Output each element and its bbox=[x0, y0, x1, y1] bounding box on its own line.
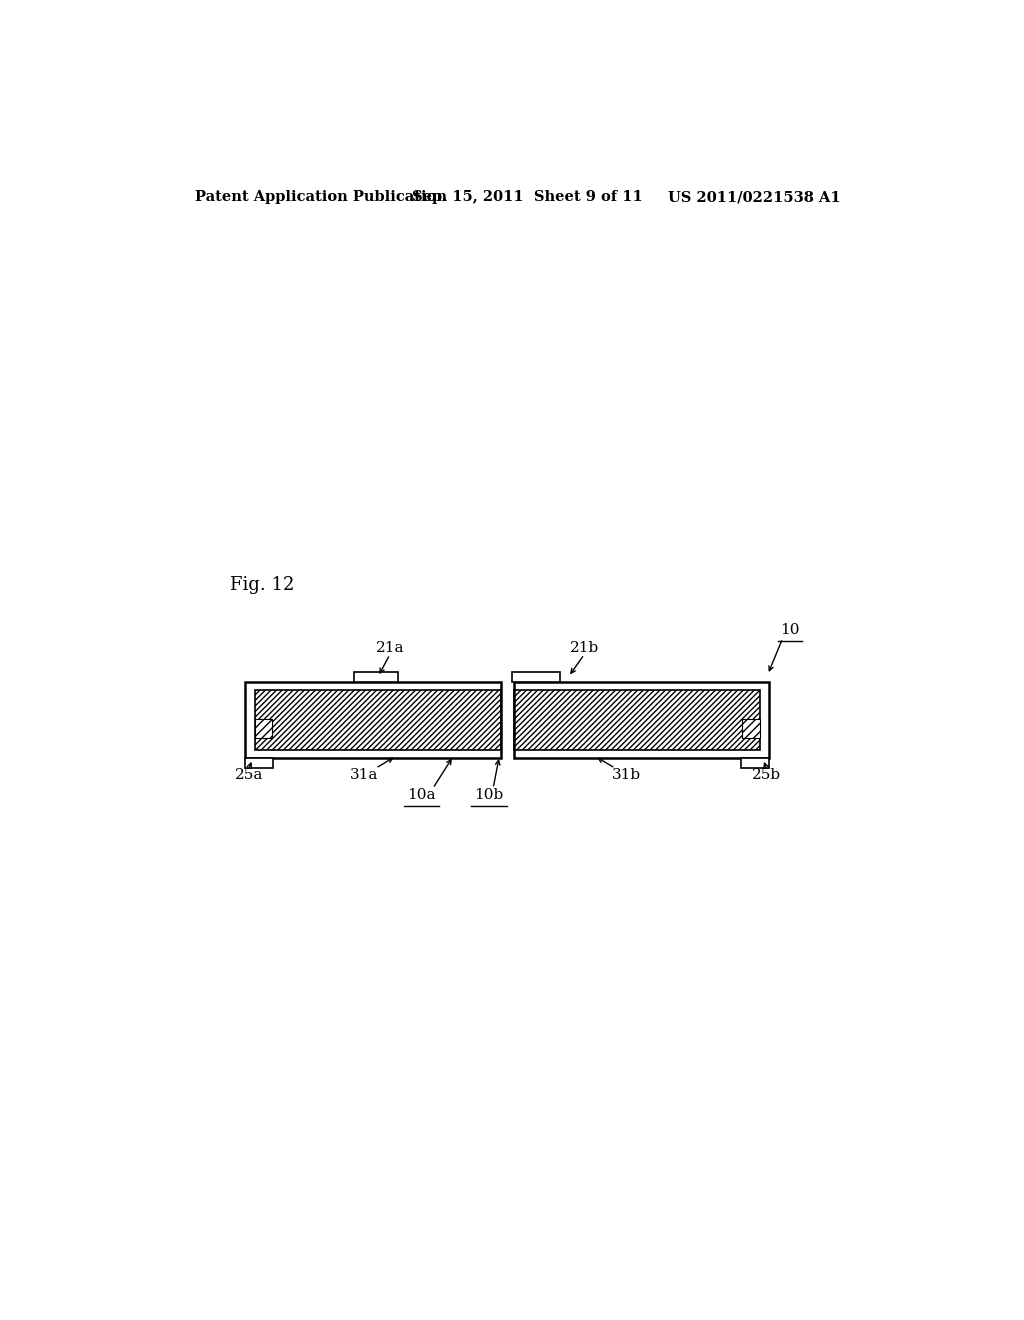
Bar bbox=[354, 672, 397, 682]
Text: US 2011/0221538 A1: US 2011/0221538 A1 bbox=[668, 190, 841, 205]
Bar bbox=[246, 682, 501, 758]
Text: Patent Application Publication: Patent Application Publication bbox=[196, 190, 447, 205]
Text: 10b: 10b bbox=[474, 788, 504, 801]
Text: 21b: 21b bbox=[569, 642, 599, 655]
Text: 31a: 31a bbox=[350, 768, 379, 783]
Text: 21a: 21a bbox=[376, 642, 404, 655]
Text: Fig. 12: Fig. 12 bbox=[229, 577, 294, 594]
Bar bbox=[514, 682, 769, 758]
Bar bbox=[246, 758, 273, 768]
Text: 25a: 25a bbox=[234, 768, 263, 783]
Text: 25b: 25b bbox=[753, 768, 781, 783]
Text: Sep. 15, 2011  Sheet 9 of 11: Sep. 15, 2011 Sheet 9 of 11 bbox=[412, 190, 643, 205]
Bar bbox=[512, 672, 560, 682]
Text: 31b: 31b bbox=[611, 768, 641, 783]
Bar bbox=[742, 719, 760, 738]
Bar bbox=[741, 758, 769, 768]
Text: 10: 10 bbox=[780, 623, 800, 638]
Bar bbox=[255, 719, 272, 738]
Text: 10a: 10a bbox=[408, 788, 436, 801]
Bar bbox=[255, 690, 501, 750]
Bar bbox=[514, 690, 760, 750]
Bar bbox=[246, 682, 769, 758]
